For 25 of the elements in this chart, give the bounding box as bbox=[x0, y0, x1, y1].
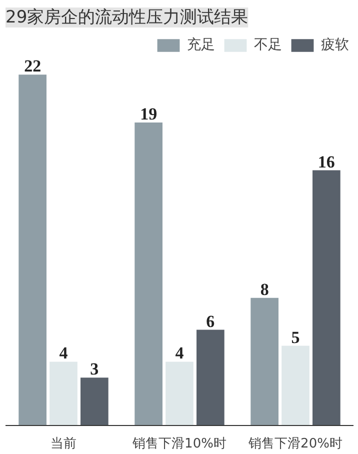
legend-label: 充足 bbox=[187, 36, 215, 54]
bar bbox=[134, 122, 162, 426]
data-label: 4 bbox=[59, 344, 68, 363]
bar bbox=[50, 362, 78, 426]
data-label: 22 bbox=[24, 56, 42, 76]
bar bbox=[312, 170, 340, 426]
legend-label: 疲软 bbox=[321, 36, 349, 54]
legend-label: 不足 bbox=[254, 36, 282, 54]
data-label: 6 bbox=[206, 312, 215, 331]
bar bbox=[166, 362, 194, 426]
bar bbox=[196, 330, 224, 426]
bar bbox=[18, 74, 46, 426]
data-label: 4 bbox=[175, 344, 184, 363]
bar bbox=[250, 298, 278, 426]
x-tick-label: 销售下滑20%时 bbox=[248, 436, 342, 452]
x-tick-label: 当前 bbox=[50, 436, 76, 452]
data-label: 5 bbox=[291, 328, 300, 347]
x-tick-label: 销售下滑10%时 bbox=[132, 436, 226, 452]
bar bbox=[80, 378, 108, 426]
data-label: 16 bbox=[318, 152, 335, 172]
data-label: 3 bbox=[90, 360, 99, 379]
chart-title: 29家房企的流动性压力测试结果 bbox=[6, 8, 248, 28]
data-label: 19 bbox=[140, 104, 158, 124]
bar bbox=[282, 346, 310, 426]
data-label: 8 bbox=[260, 280, 269, 299]
